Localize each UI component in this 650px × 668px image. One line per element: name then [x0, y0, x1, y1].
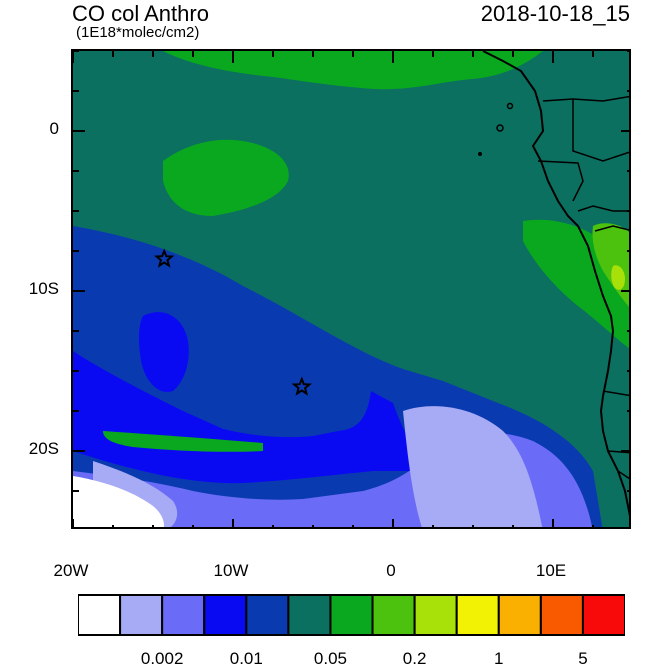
colorbar-swatch: [329, 594, 374, 636]
colorbar-swatch: [581, 594, 625, 636]
lon-tick-label: 10E: [535, 561, 567, 580]
field-0.05-0.1-sw-band: [103, 431, 263, 452]
island: [478, 152, 482, 156]
colorbar-swatch: [539, 594, 584, 636]
island: [506, 102, 514, 110]
map-panel: [71, 49, 631, 529]
lat-tick-label: 10S: [28, 279, 59, 298]
marker-layer: [154, 248, 312, 396]
field-below-0.001: [73, 476, 164, 527]
colorbar-label: 5: [578, 649, 588, 668]
field-0.005-0.01: [73, 351, 433, 484]
island: [496, 124, 504, 132]
field-0.05-0.1-north: [163, 51, 543, 90]
lat-tick-label: 0: [49, 119, 59, 138]
colorbar-label: 0.002: [140, 649, 184, 668]
axis-ticks: [73, 51, 629, 527]
colorbar-swatch: [413, 594, 458, 636]
valid-time-label: 2018-10-18_15: [480, 1, 630, 26]
lon-tick-label: 0: [386, 561, 396, 580]
lat-tick-label: 20S: [28, 439, 59, 458]
colorbar-label: 0.2: [402, 649, 427, 668]
colorbar-swatch: [371, 594, 416, 636]
lon-tick-label: 20W: [53, 561, 89, 580]
field-0.05-0.1-central: [163, 139, 289, 216]
colorbar-label: 0.05: [313, 649, 347, 668]
colorbar-swatch: [78, 594, 122, 636]
star-marker: [154, 248, 175, 268]
colorbar-swatch: [119, 594, 164, 636]
field-0.2-0.5: [611, 265, 625, 290]
star-marker: [291, 376, 312, 396]
colorbar-swatch: [161, 594, 206, 636]
colorbar-swatch: [497, 594, 542, 636]
field-0.001-0.002: [403, 406, 543, 527]
colorbar-swatch: [455, 594, 500, 636]
colorbar-label: 1: [494, 649, 504, 668]
plot-title: CO col Anthro: [72, 1, 209, 26]
colorbar-label: 0.01: [229, 649, 263, 668]
field-0.005-0.01-west: [138, 312, 189, 392]
colorbar-swatch: [245, 594, 290, 636]
lon-tick-label: 10W: [213, 561, 249, 580]
units-label: (1E18*molec/cm2): [76, 24, 200, 41]
country-borders: [537, 95, 629, 480]
coastline: [482, 51, 629, 517]
colorbar: [78, 594, 625, 636]
colorbar-swatch: [203, 594, 248, 636]
colorbar-swatch: [287, 594, 332, 636]
co-column-map: [73, 51, 629, 527]
